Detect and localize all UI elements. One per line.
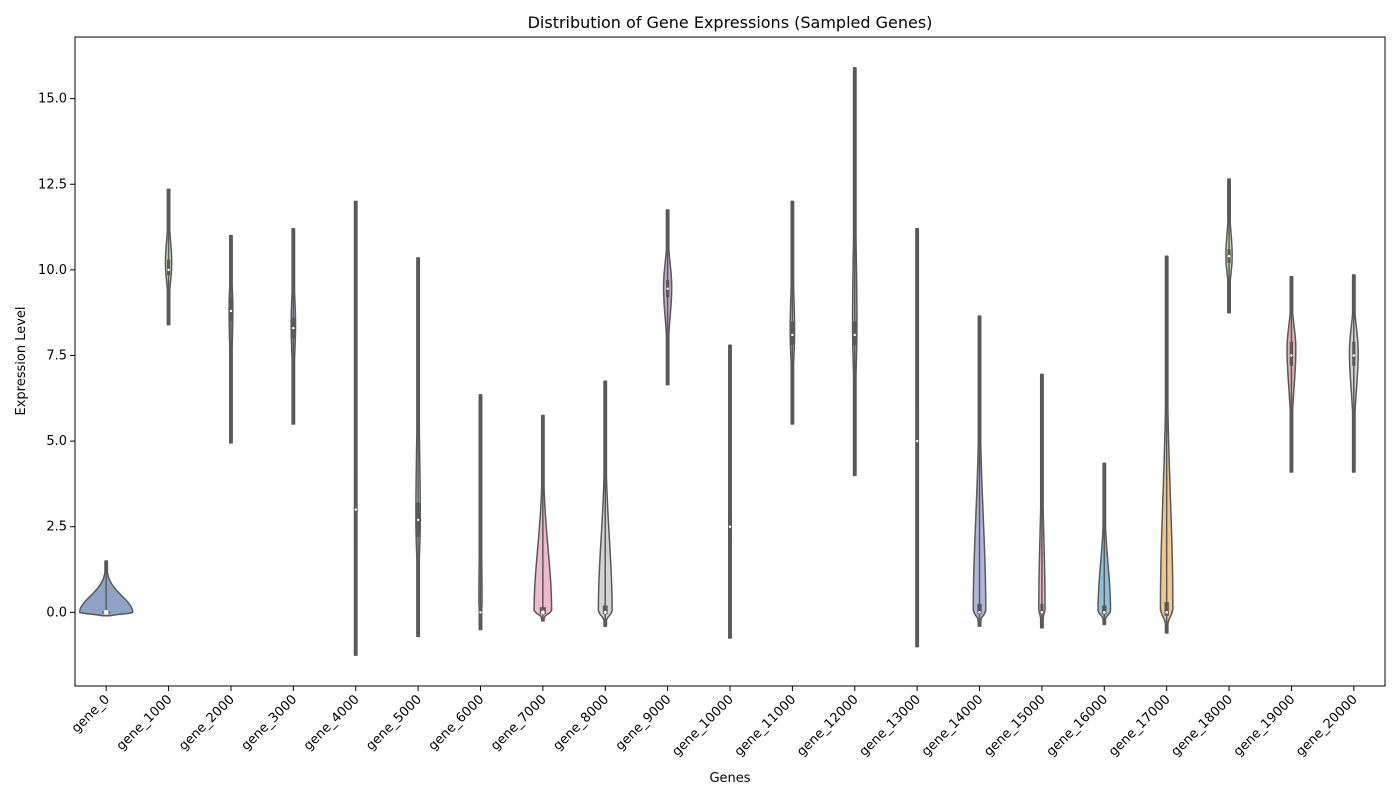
violin-gene_6000 xyxy=(478,394,483,631)
violin-median xyxy=(1102,611,1106,614)
violin-median xyxy=(853,333,856,337)
x-tick-label: gene_3000 xyxy=(239,692,301,754)
violin-iqr-box xyxy=(229,297,233,322)
violin-median xyxy=(1165,611,1168,614)
y-tick-label: 10.0 xyxy=(38,263,67,278)
violin-gene_18000 xyxy=(1225,178,1233,314)
y-tick-label: 0.0 xyxy=(46,605,67,620)
violin-iqr-box xyxy=(853,321,857,346)
x-tick-label: gene_20000 xyxy=(1293,692,1360,759)
violin-gene_17000 xyxy=(1159,255,1174,634)
violin-median xyxy=(1290,354,1293,357)
violin-median xyxy=(1227,254,1231,258)
violin-median xyxy=(728,525,732,528)
violin-gene_14000 xyxy=(972,315,987,627)
x-tick-label: gene_19000 xyxy=(1231,692,1298,759)
y-tick-label: 7.5 xyxy=(46,349,67,364)
violin-gene_2000 xyxy=(228,234,234,444)
violin-gene_19000 xyxy=(1286,275,1297,473)
x-tick-label: gene_17000 xyxy=(1106,692,1173,759)
violin-median xyxy=(167,268,170,272)
violin-gene_13000 xyxy=(915,228,920,648)
violin-iqr-box xyxy=(1164,602,1169,616)
violin-median xyxy=(915,439,919,443)
violin-iqr-box xyxy=(977,603,982,615)
x-tick-label: gene_9000 xyxy=(613,692,675,754)
violin-gene_5000 xyxy=(415,257,422,638)
violin-gene_11000 xyxy=(789,200,796,425)
x-tick-label: gene_13000 xyxy=(857,692,924,759)
y-axis-label: Expression Level xyxy=(14,306,29,415)
x-tick-label: gene_8000 xyxy=(550,692,612,754)
x-tick-label: gene_2000 xyxy=(176,692,238,754)
y-tick-label: 2.5 xyxy=(46,520,67,535)
violin-gene_15000 xyxy=(1038,373,1046,629)
x-tick-label: gene_11000 xyxy=(732,692,799,759)
violin-iqr-box xyxy=(166,259,171,276)
violin-median xyxy=(292,326,295,330)
violin-gene_16000 xyxy=(1097,462,1112,626)
x-tick-label: gene_6000 xyxy=(426,692,488,754)
violin-gene_8000 xyxy=(597,380,613,627)
violins-layer xyxy=(78,67,1359,656)
violin-median xyxy=(103,609,109,615)
x-tick-label: gene_10000 xyxy=(669,692,736,759)
violin-gene_0 xyxy=(78,560,134,617)
violin-iqr-box xyxy=(1102,605,1107,615)
violin-median xyxy=(978,611,981,614)
y-tick-label: 5.0 xyxy=(46,434,67,449)
violin-gene_7000 xyxy=(533,414,553,622)
violin-median xyxy=(541,610,545,615)
x-tick-label: gene_1000 xyxy=(114,692,176,754)
violin-iqr-box xyxy=(1040,603,1044,615)
violin-median xyxy=(229,309,233,313)
x-tick-label: gene_16000 xyxy=(1044,692,1111,759)
x-tick-label: gene_4000 xyxy=(301,692,363,754)
violin-median xyxy=(1352,354,1356,357)
x-axis: gene_0 gene_1000 gene_2000 gene_3000 gene_40… xyxy=(69,686,1361,760)
x-tick-label: gene_12000 xyxy=(794,692,861,759)
x-tick-label: gene_15000 xyxy=(981,692,1048,759)
x-tick-label: gene_18000 xyxy=(1168,692,1235,759)
x-tick-label: gene_5000 xyxy=(363,692,425,754)
violin-iqr-box xyxy=(478,605,483,616)
violin-median xyxy=(1040,611,1044,614)
chart-title: Distribution of Gene Expressions (Sample… xyxy=(528,13,933,32)
violin-iqr-box xyxy=(602,605,608,615)
violin-gene_1000 xyxy=(164,188,173,326)
violin-iqr-box xyxy=(790,321,794,346)
violin-iqr-box xyxy=(1289,341,1294,366)
violin-median xyxy=(791,333,794,337)
y-tick-label: 15.0 xyxy=(38,92,67,107)
violin-gene_10000 xyxy=(728,344,732,639)
violin-gene_12000 xyxy=(851,67,858,477)
x-tick-label: gene_7000 xyxy=(488,692,550,754)
violin-gene_20000 xyxy=(1348,274,1359,473)
violin-median xyxy=(354,508,357,511)
violin-gene_4000 xyxy=(353,200,358,656)
violin-iqr-box xyxy=(1352,341,1356,366)
violin-median xyxy=(603,610,607,614)
x-tick-label: gene_14000 xyxy=(919,692,986,759)
violin-gene_9000 xyxy=(662,209,673,386)
violin-median xyxy=(666,287,669,290)
y-tick-label: 12.5 xyxy=(38,177,67,192)
violin-median xyxy=(416,518,420,522)
x-axis-label: Genes xyxy=(709,771,750,786)
y-axis: 0.0 2.5 5.0 7.5 10.0 12.5 15.0 xyxy=(38,92,75,620)
violin-gene_3000 xyxy=(290,228,297,425)
violin-median xyxy=(479,611,482,614)
x-tick-label: gene_0 xyxy=(69,692,113,736)
